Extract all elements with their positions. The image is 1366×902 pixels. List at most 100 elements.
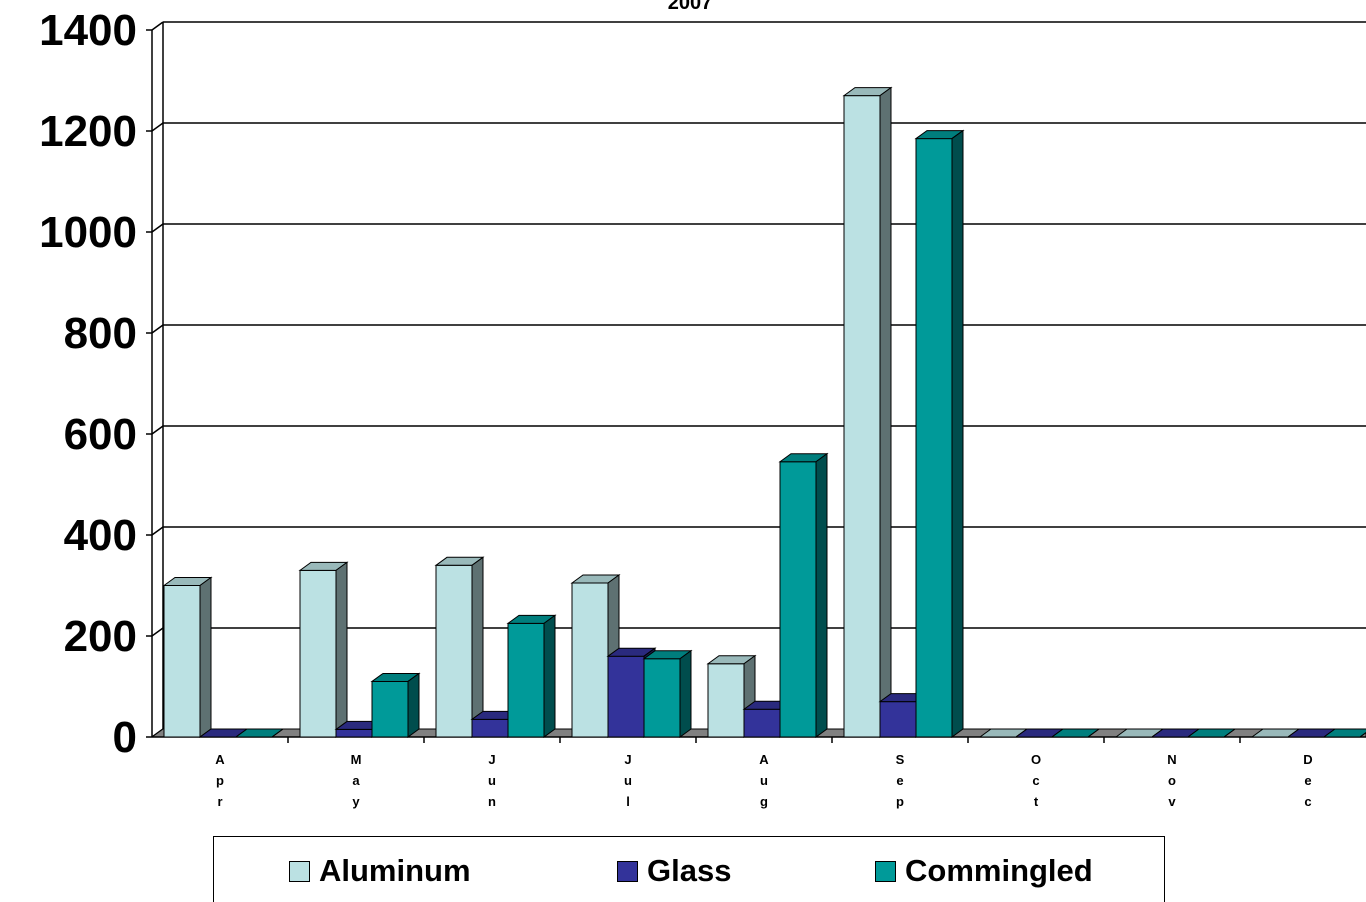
bar-commingled-aug bbox=[778, 452, 829, 738]
y-tick-label: 1000 bbox=[39, 208, 137, 257]
legend-item-glass: Glass bbox=[617, 853, 731, 889]
x-tick-char: M bbox=[351, 752, 362, 767]
y-tick-label: 400 bbox=[64, 511, 137, 560]
y-tick-label: 0 bbox=[113, 713, 137, 762]
bar-side bbox=[543, 614, 556, 738]
x-tick-label-apr: Apr bbox=[215, 752, 225, 809]
x-tick-label-jul: Jul bbox=[624, 752, 632, 809]
gridline-connector bbox=[151, 627, 164, 637]
x-tick-char: u bbox=[488, 773, 496, 788]
x-tick-char: t bbox=[1034, 794, 1039, 809]
x-tick-char: S bbox=[896, 752, 905, 767]
bar-front bbox=[607, 655, 645, 738]
gridline-connector bbox=[151, 324, 164, 334]
x-tick-char: O bbox=[1031, 752, 1041, 767]
gridline-connector bbox=[151, 122, 164, 132]
x-tick-char: A bbox=[759, 752, 769, 767]
bar-front bbox=[915, 138, 953, 738]
x-tick-char: e bbox=[896, 773, 903, 788]
bar-side bbox=[471, 556, 484, 738]
legend-item-commingled: Commingled bbox=[875, 853, 1093, 889]
x-tick-char: c bbox=[1304, 794, 1311, 809]
bar-commingled-jul bbox=[642, 649, 693, 738]
x-tick-char: e bbox=[1304, 773, 1311, 788]
bar-commingled-apr bbox=[234, 728, 285, 738]
bar-front bbox=[471, 718, 509, 738]
bar-side bbox=[879, 86, 892, 738]
y-tick-labels: 0 200 400 600 800 1000 1200 1400 bbox=[39, 6, 137, 762]
bar-aluminum-sep bbox=[842, 86, 893, 738]
bar-side bbox=[815, 452, 828, 738]
gridlines bbox=[151, 21, 1366, 738]
bar-aluminum-apr bbox=[162, 576, 213, 738]
bar-side bbox=[1223, 728, 1236, 738]
x-tick-label-may: May bbox=[351, 752, 362, 809]
gridline-connector bbox=[151, 526, 164, 536]
bars bbox=[162, 86, 1366, 738]
y-tick-label: 800 bbox=[64, 309, 137, 358]
bar-front bbox=[571, 582, 609, 738]
y-tick-label: 1400 bbox=[39, 6, 137, 55]
bar-commingled-jun bbox=[506, 614, 557, 738]
legend-label-aluminum: Aluminum bbox=[319, 853, 471, 888]
x-tick-char: l bbox=[626, 794, 630, 809]
bar-front bbox=[843, 95, 881, 738]
bar-side bbox=[951, 129, 964, 738]
bar-side bbox=[271, 728, 284, 738]
bar-front bbox=[643, 658, 681, 738]
bar-side bbox=[335, 561, 348, 738]
x-tick-char: o bbox=[1168, 773, 1176, 788]
bar-side bbox=[199, 576, 212, 738]
bar-side bbox=[1087, 728, 1100, 738]
legend: Aluminum Glass Commingled bbox=[213, 836, 1165, 902]
legend-swatch-aluminum bbox=[289, 860, 310, 882]
bar-side bbox=[407, 672, 420, 738]
x-tick-char: y bbox=[352, 794, 360, 809]
bar-top bbox=[1322, 728, 1366, 738]
x-tick-char: u bbox=[624, 773, 632, 788]
bar-commingled-dec bbox=[1322, 728, 1366, 738]
bar-front bbox=[779, 461, 817, 738]
y-tick-label: 1200 bbox=[39, 107, 137, 156]
gridline-connector bbox=[151, 425, 164, 435]
x-tick-char: A bbox=[215, 752, 225, 767]
bar-front bbox=[163, 585, 201, 738]
bar-front bbox=[743, 708, 781, 738]
x-tick-char: p bbox=[896, 794, 904, 809]
gridline-connector bbox=[151, 21, 164, 31]
bar-commingled-may bbox=[370, 672, 421, 738]
x-tick-label-sep: Sep bbox=[896, 752, 905, 809]
x-tick-char: a bbox=[352, 773, 360, 788]
bar-front bbox=[707, 663, 745, 738]
x-tick-char: p bbox=[216, 773, 224, 788]
bar-commingled-sep bbox=[914, 129, 965, 738]
bar-commingled-oct bbox=[1050, 728, 1101, 738]
bar-aluminum-aug bbox=[706, 654, 757, 738]
x-tick-label-dec: Dec bbox=[1303, 752, 1312, 809]
y-tick-label: 600 bbox=[64, 410, 137, 459]
legend-swatch-commingled bbox=[875, 860, 896, 882]
x-tick-char: N bbox=[1167, 752, 1176, 767]
x-tick-char: D bbox=[1303, 752, 1312, 767]
legend-swatch-glass bbox=[617, 860, 638, 882]
x-tick-char: J bbox=[488, 752, 495, 767]
bar-commingled-nov bbox=[1186, 728, 1237, 738]
bar-aluminum-may bbox=[298, 561, 349, 738]
chart-title: 2007 bbox=[668, 0, 713, 14]
bar-side bbox=[679, 649, 692, 738]
legend-label-glass: Glass bbox=[647, 853, 732, 888]
x-tick-char: r bbox=[217, 794, 222, 809]
x-tick-char: g bbox=[760, 794, 768, 809]
bar-front bbox=[335, 728, 373, 738]
bar-front bbox=[371, 680, 409, 738]
x-tick-char: n bbox=[488, 794, 496, 809]
x-tick-label-aug: Aug bbox=[759, 752, 769, 809]
x-tick-label-oct: Oct bbox=[1031, 752, 1041, 809]
x-tick-label-nov: Nov bbox=[1167, 752, 1176, 809]
bar-front bbox=[507, 622, 545, 738]
bar-side bbox=[1359, 732, 1366, 738]
x-tick-label-jun: Jun bbox=[488, 752, 496, 809]
bar-front bbox=[879, 701, 917, 738]
